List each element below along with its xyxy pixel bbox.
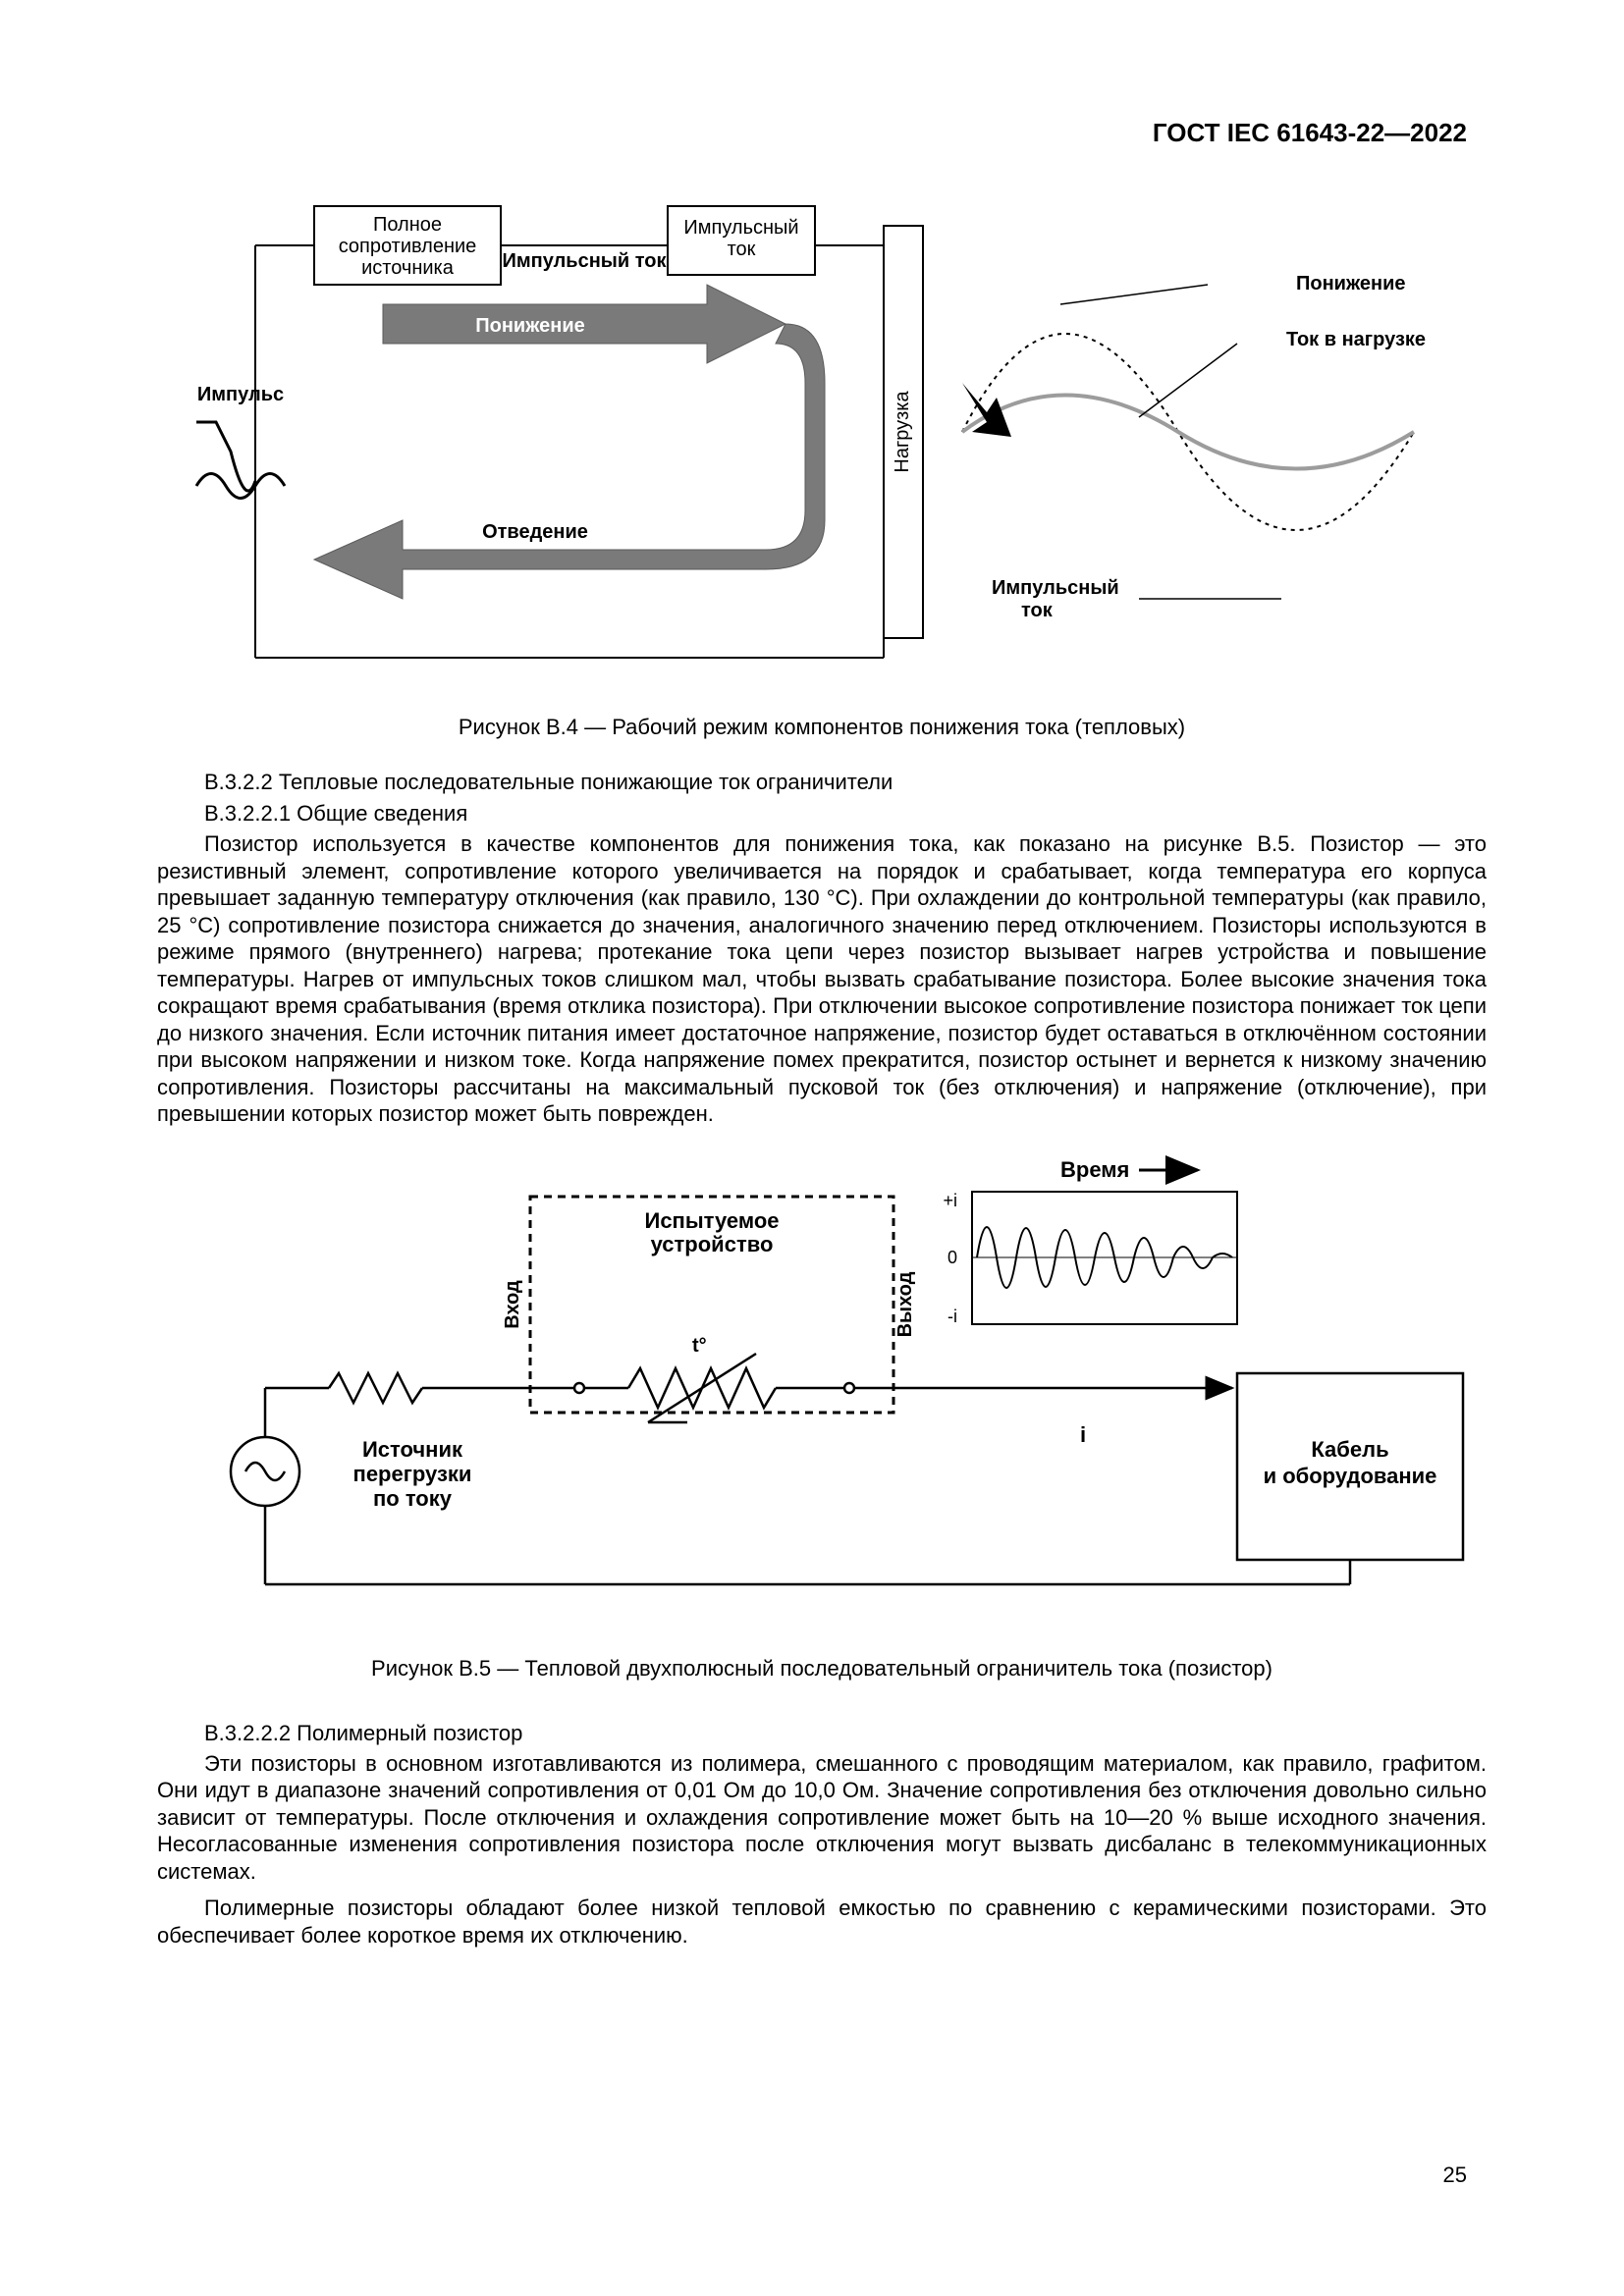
label-pulse-box-2: ток xyxy=(728,239,756,260)
figure-b5: Время Испытуемое устройство Вход Выход +… xyxy=(157,1148,1487,1682)
label-source-3: по току xyxy=(373,1486,453,1511)
label-pulse-top: Импульсный ток xyxy=(502,250,667,272)
label-impulse: Импульс xyxy=(197,384,284,405)
leader-reduction xyxy=(1060,285,1208,304)
right-waveform-group: Понижение Ток в нагрузке Импульсный ток xyxy=(962,273,1426,621)
load-curve xyxy=(962,396,1414,469)
label-load-current: Ток в нагрузке xyxy=(1286,329,1426,350)
label-pulse-right-2: ток xyxy=(1021,600,1054,621)
label-reduction-right: Понижение xyxy=(1296,273,1406,294)
label-pulse-box-1: Импульсный xyxy=(683,217,798,239)
label-dut-1: Испытуемое xyxy=(645,1208,780,1233)
label-dut-2: устройство xyxy=(651,1232,774,1256)
label-plus-i: +i xyxy=(943,1191,957,1210)
label-i: i xyxy=(1080,1422,1086,1447)
label-zero: 0 xyxy=(947,1248,957,1267)
label-pulse-right-1: Импульсный xyxy=(992,577,1119,599)
label-source-impedance-1: Полное xyxy=(373,214,442,236)
figure-b5-svg: Время Испытуемое устройство Вход Выход +… xyxy=(157,1148,1492,1638)
arrow-diversion xyxy=(314,324,825,599)
label-source-2: перегрузки xyxy=(353,1462,472,1486)
label-output: Выход xyxy=(894,1271,916,1337)
label-reduction-inarrow: Понижение xyxy=(475,315,585,337)
node-out xyxy=(844,1383,854,1393)
page-root: ГОСТ IEC 61643-22—2022 Полное сопротивле… xyxy=(0,0,1624,2296)
header-standard-id: ГОСТ IEC 61643-22—2022 xyxy=(1153,118,1467,148)
figure-b5-caption: Рисунок В.5 — Тепловой двухполюсный посл… xyxy=(157,1656,1487,1682)
figure-b4-caption: Рисунок В.4 — Рабочий режим компонентов … xyxy=(157,715,1487,740)
ac-sine-icon xyxy=(245,1463,285,1480)
label-cable-2: и оборудование xyxy=(1264,1464,1437,1488)
paragraph-b3222-2: Полимерные позисторы обладают более низк… xyxy=(157,1895,1487,1949)
heading-b3222: В.3.2.2.2 Полимерный позистор xyxy=(157,1721,1487,1746)
heading-b3221: В.3.2.2.1 Общие сведения xyxy=(157,801,1487,827)
leader-loadcurrent xyxy=(1139,344,1237,417)
label-diversion: Отведение xyxy=(482,521,588,543)
label-cable-1: Кабель xyxy=(1311,1437,1388,1462)
label-source-1: Источник xyxy=(362,1437,463,1462)
node-in xyxy=(574,1383,584,1393)
label-time: Время xyxy=(1060,1157,1129,1182)
label-input: Вход xyxy=(502,1279,523,1328)
figure-b4-svg: Полное сопротивление источника Импульсны… xyxy=(157,187,1492,697)
page-number: 25 xyxy=(1443,2163,1467,2188)
label-load-vertical: Нагрузка xyxy=(892,391,913,473)
heading-b322: В.3.2.2 Тепловые последовательные понижа… xyxy=(157,770,1487,795)
figure-b4: Полное сопротивление источника Импульсны… xyxy=(157,187,1487,740)
label-temp: t° xyxy=(692,1335,707,1357)
label-source-impedance-3: источника xyxy=(361,257,455,279)
paragraph-b3221: Позистор используется в качестве компоне… xyxy=(157,830,1487,1128)
label-minus-i: -i xyxy=(947,1307,957,1326)
resistor-left xyxy=(329,1373,422,1403)
paragraph-b3222-1: Эти позисторы в основном изготавливаются… xyxy=(157,1750,1487,1886)
label-source-impedance-2: сопротивление xyxy=(339,236,477,257)
pulse-envelope xyxy=(962,334,1414,530)
impulse-waveform xyxy=(196,422,285,499)
